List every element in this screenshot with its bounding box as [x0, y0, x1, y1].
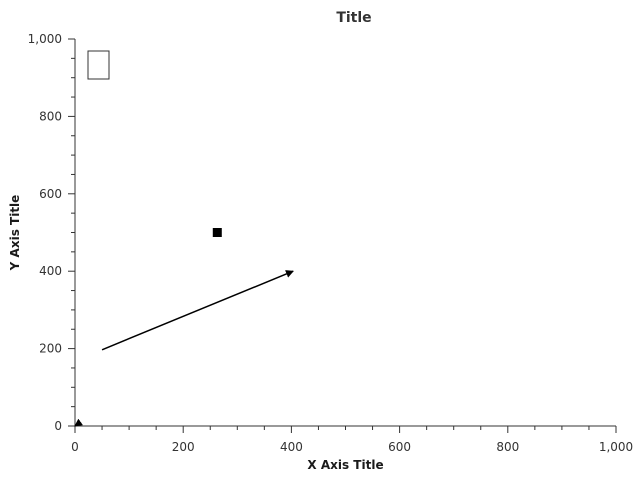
legend — [87, 50, 110, 80]
y-tick-label: 1,000 — [28, 32, 62, 46]
y-axis-title: Y Axis Title — [8, 195, 22, 272]
y-tick-label: 600 — [39, 187, 62, 201]
legend-box — [87, 50, 110, 80]
x-axis-title: X Axis Title — [307, 458, 383, 472]
x-tick-label: 600 — [388, 440, 411, 454]
y-tick-label: 200 — [39, 342, 62, 356]
x-tick-label: 800 — [496, 440, 519, 454]
x-tick-label: 1,000 — [599, 440, 633, 454]
annotation-arrow — [74, 418, 84, 427]
chart-title: Title — [336, 10, 371, 26]
x-tick-label: 400 — [280, 440, 303, 454]
y-tick-label: 800 — [39, 109, 62, 123]
annotation-square-marker — [212, 228, 222, 237]
x-tick-label: 200 — [172, 440, 195, 454]
annotation-arrow — [101, 270, 294, 351]
y-tick-label: 400 — [39, 264, 62, 278]
x-tick-label: 0 — [71, 440, 79, 454]
plot-area: 0 200 400 600 800 1,000 0 200 400 600 800 1,000 — [28, 32, 634, 454]
y-tick-label: 0 — [54, 419, 62, 433]
